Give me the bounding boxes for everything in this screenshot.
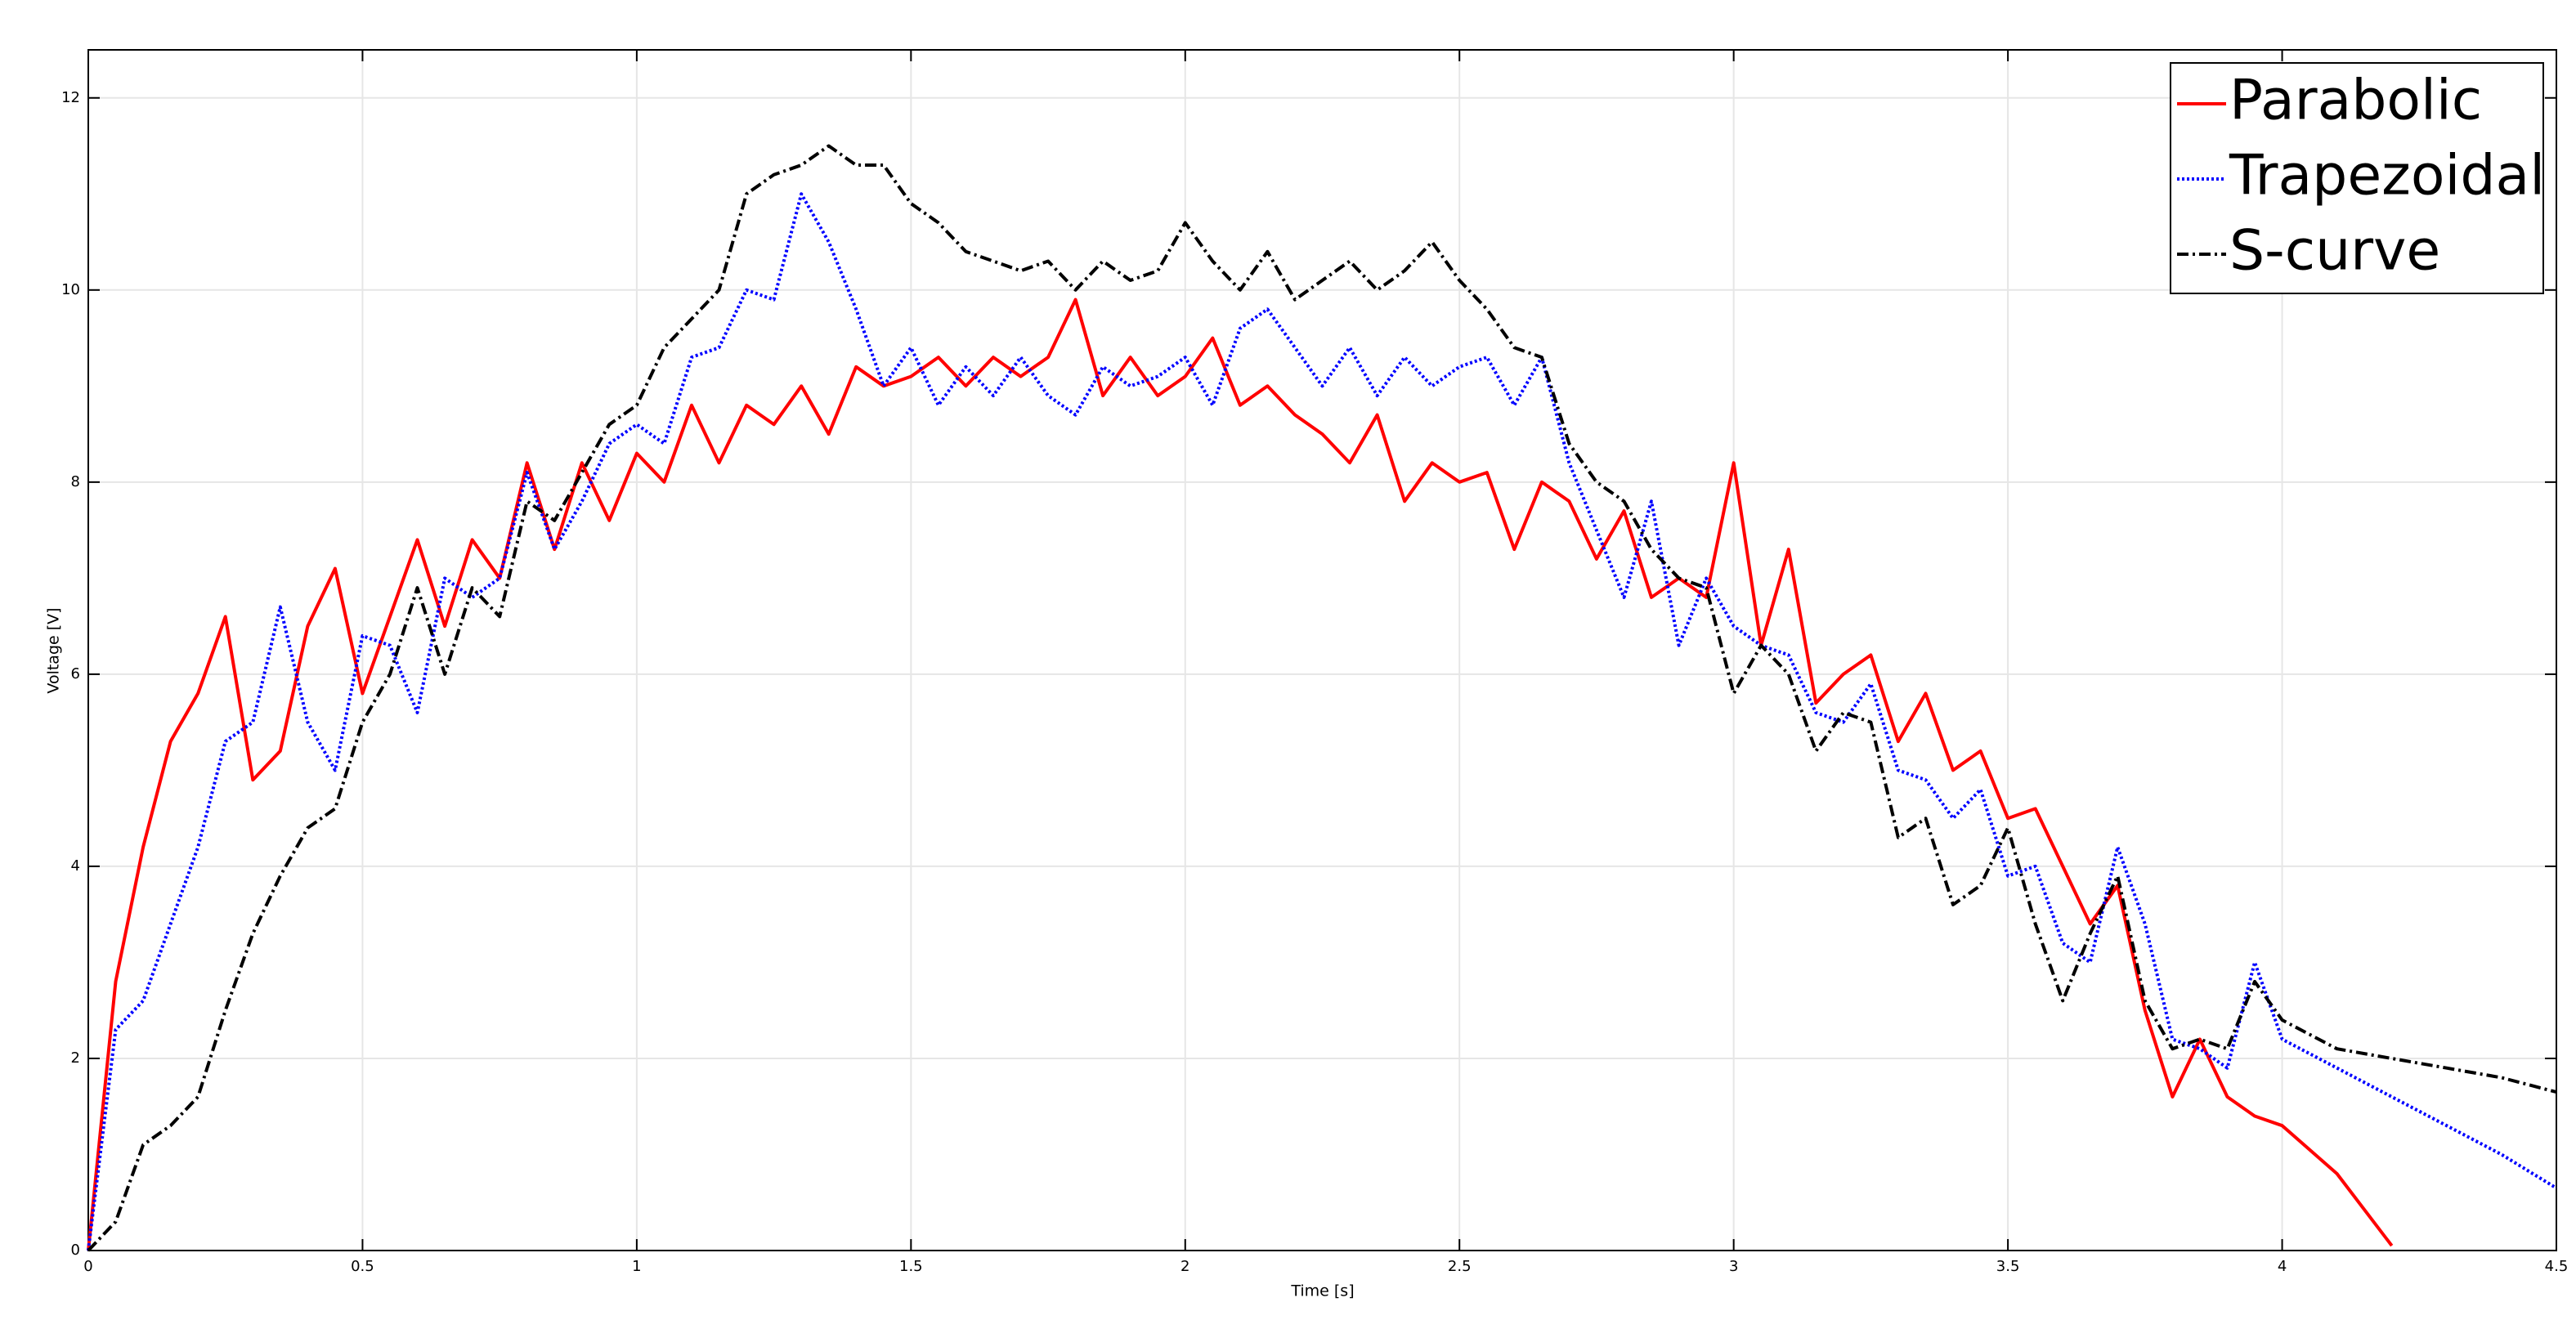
y-tick-label: 8: [71, 473, 80, 490]
y-tick-label: 2: [71, 1049, 80, 1067]
x-axis-label: Time [s]: [1290, 1282, 1354, 1300]
x-tick-label: 4.5: [2545, 1258, 2569, 1275]
plot-frame: [87, 49, 2557, 1251]
x-tick-label: 0: [83, 1258, 92, 1275]
x-tick-label: 1.5: [899, 1258, 923, 1275]
x-tick-label: 2: [1180, 1258, 1189, 1275]
series-line: [87, 298, 2394, 1251]
x-tick-label: 0.5: [351, 1258, 374, 1275]
series-line: [87, 192, 2558, 1251]
y-tick-label: 10: [61, 281, 80, 298]
x-tick-label: 1: [632, 1258, 641, 1275]
x-tick-label: 2.5: [1448, 1258, 1472, 1275]
y-axis-label: Voltage [V]: [45, 607, 63, 693]
y-tick-label: 4: [71, 857, 80, 875]
x-tick-label: 3.5: [1996, 1258, 2020, 1275]
legend-label: S-curve: [2229, 219, 2440, 284]
x-tick-label: 4: [2278, 1258, 2287, 1275]
legend-box: [2170, 62, 2544, 294]
y-tick-label: 6: [71, 665, 80, 682]
legend-label: Trapezoidal: [2229, 144, 2545, 208]
y-tick-label: 12: [61, 89, 80, 106]
y-tick-label: 0: [71, 1242, 80, 1259]
legend-label: Parabolic: [2229, 69, 2482, 133]
x-tick-label: 3: [1729, 1258, 1738, 1275]
series-line: [87, 144, 2557, 1252]
